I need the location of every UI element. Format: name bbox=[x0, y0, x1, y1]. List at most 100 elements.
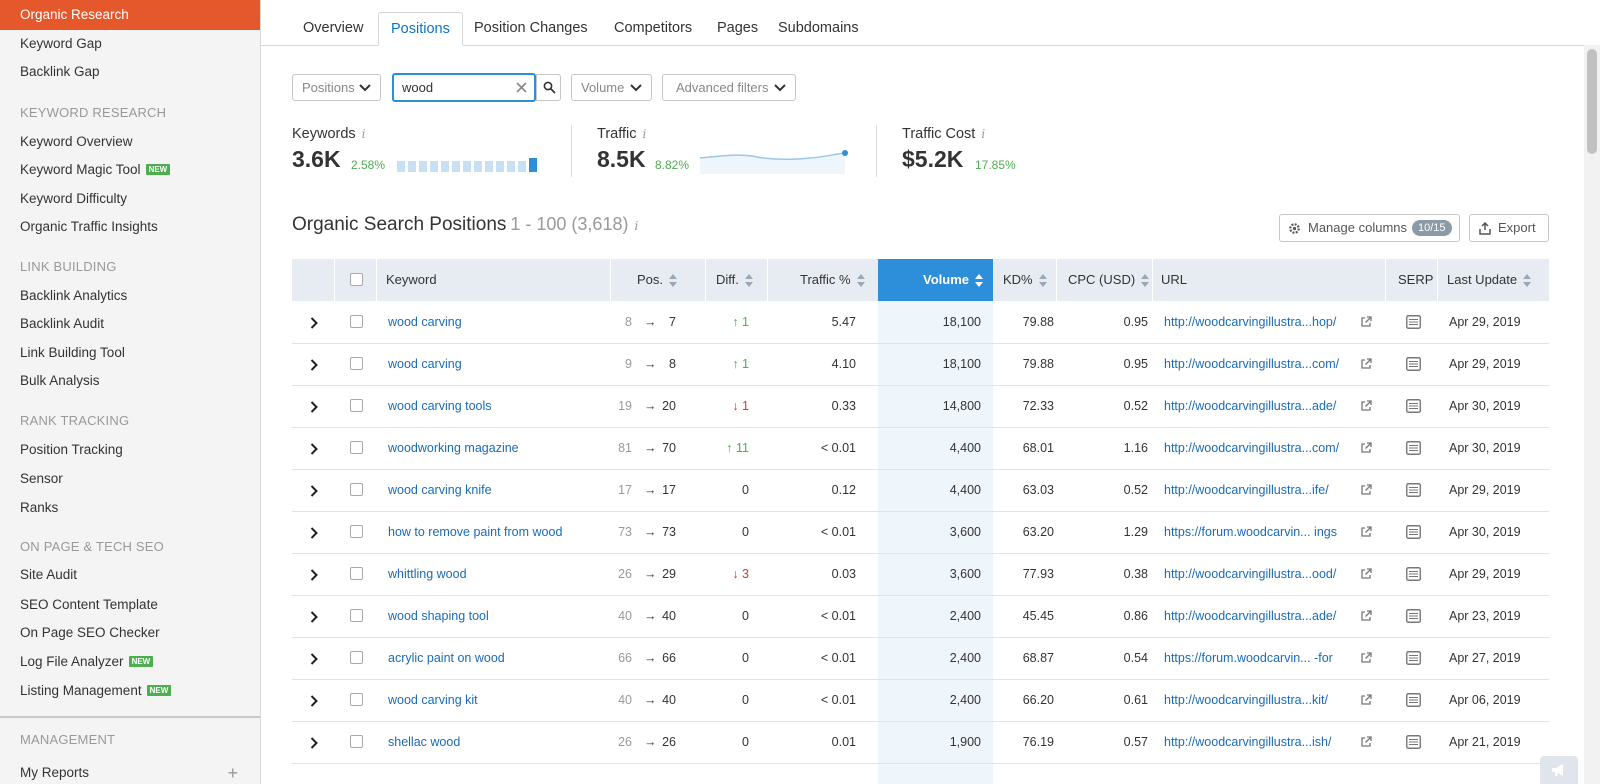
col-diff[interactable]: Diff. bbox=[716, 259, 753, 301]
sidebar-item-position-tracking[interactable]: Position Tracking bbox=[0, 435, 260, 465]
expand-chevron-icon[interactable] bbox=[310, 737, 318, 749]
sidebar-item-keyword-overview[interactable]: Keyword Overview bbox=[0, 127, 260, 157]
col-serp[interactable]: SERP bbox=[1398, 272, 1434, 287]
expand-chevron-icon[interactable] bbox=[310, 527, 318, 539]
info-icon[interactable]: i bbox=[642, 127, 647, 141]
url-link[interactable]: http://woodcarvingillustra...ade/ bbox=[1164, 399, 1337, 413]
expand-chevron-icon[interactable] bbox=[310, 569, 318, 581]
expand-chevron-icon[interactable] bbox=[310, 485, 318, 497]
sidebar-item-log-file-analyzer[interactable]: Log File Analyzer NEW bbox=[0, 647, 260, 677]
add-report-icon[interactable]: + bbox=[227, 763, 238, 783]
url-link[interactable]: http://woodcarvingillustra...com/ bbox=[1164, 441, 1340, 455]
info-icon[interactable]: i bbox=[634, 219, 639, 233]
serp-icon[interactable] bbox=[1406, 399, 1421, 413]
sidebar-item-sensor[interactable]: Sensor bbox=[0, 464, 260, 494]
col-kd[interactable]: KD% bbox=[1003, 259, 1047, 301]
row-checkbox[interactable] bbox=[350, 693, 363, 706]
url-link[interactable]: http://woodcarvingillustra...ood/ bbox=[1164, 567, 1337, 581]
row-checkbox[interactable] bbox=[350, 567, 363, 580]
row-checkbox[interactable] bbox=[350, 735, 363, 748]
serp-icon[interactable] bbox=[1406, 357, 1421, 371]
expand-chevron-icon[interactable] bbox=[310, 401, 318, 413]
search-input[interactable]: wood bbox=[392, 73, 536, 102]
external-link-icon[interactable] bbox=[1360, 652, 1372, 664]
external-link-icon[interactable] bbox=[1360, 442, 1372, 454]
row-checkbox[interactable] bbox=[350, 651, 363, 664]
col-last-update[interactable]: Last Update bbox=[1447, 259, 1532, 301]
scrollbar[interactable] bbox=[1584, 45, 1600, 784]
positions-filter-dropdown[interactable]: Positions bbox=[292, 74, 381, 101]
url-link[interactable]: https://forum.woodcarvin... -for bbox=[1164, 651, 1333, 665]
search-button[interactable] bbox=[536, 74, 561, 101]
col-pos[interactable]: Pos. bbox=[637, 259, 678, 301]
row-checkbox[interactable] bbox=[350, 357, 363, 370]
sidebar-item-bulk-analysis[interactable]: Bulk Analysis bbox=[0, 366, 260, 396]
sidebar-item-keyword-magic-tool[interactable]: Keyword Magic Tool NEW bbox=[0, 155, 260, 185]
sidebar-item-keyword-gap[interactable]: Keyword Gap bbox=[20, 36, 102, 51]
serp-icon[interactable] bbox=[1406, 525, 1421, 539]
url-link[interactable]: https://forum.woodcarvin... ings bbox=[1164, 525, 1337, 539]
select-all-checkbox[interactable] bbox=[350, 259, 364, 301]
row-checkbox[interactable] bbox=[350, 441, 363, 454]
sidebar-item-link-building-tool[interactable]: Link Building Tool bbox=[0, 338, 260, 368]
keyword-link[interactable]: wood carving bbox=[388, 315, 462, 329]
tab-subdomains[interactable]: Subdomains bbox=[778, 20, 859, 36]
serp-icon[interactable] bbox=[1406, 567, 1421, 581]
sidebar-item-backlink-gap[interactable]: Backlink Gap bbox=[20, 64, 100, 79]
keyword-link[interactable]: wood carving bbox=[388, 357, 462, 371]
tab-position-changes[interactable]: Position Changes bbox=[474, 20, 588, 36]
sidebar-item-keyword-difficulty[interactable]: Keyword Difficulty bbox=[0, 184, 260, 214]
info-icon[interactable]: i bbox=[361, 127, 366, 141]
feedback-button[interactable] bbox=[1540, 756, 1578, 784]
keyword-link[interactable]: shellac wood bbox=[388, 735, 461, 749]
tab-pages[interactable]: Pages bbox=[717, 20, 759, 36]
external-link-icon[interactable] bbox=[1360, 694, 1372, 706]
external-link-icon[interactable] bbox=[1360, 316, 1372, 328]
expand-chevron-icon[interactable] bbox=[310, 611, 318, 623]
keyword-link[interactable]: wood carving knife bbox=[388, 483, 492, 497]
sidebar-item-ranks[interactable]: Ranks bbox=[0, 493, 260, 523]
keyword-link[interactable]: how to remove paint from wood bbox=[388, 525, 563, 539]
row-checkbox[interactable] bbox=[350, 483, 363, 496]
info-icon[interactable]: i bbox=[981, 127, 986, 141]
expand-chevron-icon[interactable] bbox=[310, 653, 318, 665]
sidebar-item-site-audit[interactable]: Site Audit bbox=[0, 560, 260, 590]
keyword-link[interactable]: woodworking magazine bbox=[388, 441, 519, 455]
col-keyword[interactable]: Keyword bbox=[386, 272, 437, 287]
sidebar-item-on-page-seo-checker[interactable]: On Page SEO Checker bbox=[0, 618, 260, 648]
expand-chevron-icon[interactable] bbox=[310, 443, 318, 455]
url-link[interactable]: http://woodcarvingillustra...hop/ bbox=[1164, 315, 1337, 329]
keyword-link[interactable]: wood shaping tool bbox=[388, 609, 489, 623]
expand-chevron-icon[interactable] bbox=[310, 695, 318, 707]
tab-competitors[interactable]: Competitors bbox=[614, 20, 693, 36]
external-link-icon[interactable] bbox=[1360, 610, 1372, 622]
sidebar-item-backlink-audit[interactable]: Backlink Audit bbox=[0, 309, 260, 339]
serp-icon[interactable] bbox=[1406, 693, 1421, 707]
serp-icon[interactable] bbox=[1406, 483, 1421, 497]
checkbox[interactable] bbox=[350, 273, 363, 286]
row-checkbox[interactable] bbox=[350, 315, 363, 328]
clear-icon[interactable] bbox=[516, 82, 527, 93]
url-link[interactable]: http://woodcarvingillustra...com/ bbox=[1164, 357, 1340, 371]
scrollbar-thumb[interactable] bbox=[1587, 49, 1597, 154]
expand-chevron-icon[interactable] bbox=[310, 317, 318, 329]
sidebar-item-organic-traffic-insights[interactable]: Organic Traffic Insights bbox=[0, 212, 260, 242]
keyword-link[interactable]: acrylic paint on wood bbox=[388, 651, 505, 665]
export-button[interactable]: Export bbox=[1469, 214, 1549, 242]
col-volume[interactable]: Volume bbox=[878, 259, 993, 301]
sidebar-item-my-reports[interactable]: My Reports + bbox=[0, 758, 260, 784]
col-traffic[interactable]: Traffic % bbox=[800, 259, 865, 301]
advanced-filters-dropdown[interactable]: Advanced filters bbox=[662, 74, 796, 101]
serp-icon[interactable] bbox=[1406, 735, 1421, 749]
row-checkbox[interactable] bbox=[350, 399, 363, 412]
expand-chevron-icon[interactable] bbox=[310, 359, 318, 371]
col-url[interactable]: URL bbox=[1161, 272, 1188, 287]
url-link[interactable]: http://woodcarvingillustra...ish/ bbox=[1164, 735, 1332, 749]
external-link-icon[interactable] bbox=[1360, 526, 1372, 538]
url-link[interactable]: http://woodcarvingillustra...kit/ bbox=[1164, 693, 1328, 707]
url-link[interactable]: http://woodcarvingillustra...ade/ bbox=[1164, 609, 1337, 623]
col-cpc[interactable]: CPC (USD) bbox=[1068, 259, 1150, 301]
row-checkbox[interactable] bbox=[350, 609, 363, 622]
sidebar-item-listing-management[interactable]: Listing Management NEW bbox=[0, 676, 260, 706]
url-link[interactable]: http://woodcarvingillustra...ife/ bbox=[1164, 483, 1329, 497]
